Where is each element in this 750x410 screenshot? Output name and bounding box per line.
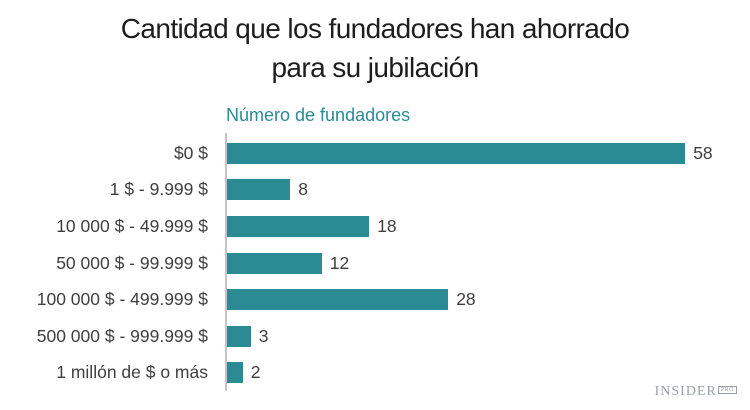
value-label: 3 bbox=[258, 325, 269, 346]
bar-area: 3 bbox=[227, 325, 750, 347]
chart-row: 10 000 $ - 49.999 $ 18 bbox=[0, 208, 750, 245]
chart-title-line1: Cantidad que los fundadores han ahorrado bbox=[120, 13, 630, 44]
value-label: 12 bbox=[329, 252, 350, 273]
value-label: 58 bbox=[693, 142, 713, 163]
category-label: 100 000 $ - 499.999 $ bbox=[36, 289, 208, 310]
chart-row: 1 $ - 9.999 $ 8 bbox=[0, 172, 750, 209]
chart-title-line2: para su jubilación bbox=[271, 52, 479, 83]
bar-rows: $0 $58 1 $ - 9.999 $8 10 000 $ - 49.999 $1… bbox=[0, 135, 750, 391]
category-label: 500 000 $ - 999.999 $ bbox=[36, 325, 208, 346]
category-label: 1 millón de $ o más bbox=[56, 362, 208, 383]
chart-row: 1 millón de $ o más 2 bbox=[0, 355, 750, 392]
value-label: 28 bbox=[456, 289, 476, 310]
value-label: 18 bbox=[377, 215, 397, 236]
bar bbox=[227, 179, 291, 201]
value-label: 8 bbox=[298, 179, 308, 200]
value-label: 2 bbox=[250, 362, 261, 383]
category-label: $0 $ bbox=[173, 142, 208, 163]
chart-row: 100 000 $ - 499.999 $ 28 bbox=[0, 281, 750, 318]
y-axis-line bbox=[225, 133, 227, 391]
bar-area: 28 bbox=[227, 289, 750, 311]
category-label: 1 $ - 9.999 $ bbox=[109, 179, 208, 200]
insider-pro-logo: INSIDER PRO bbox=[655, 382, 737, 400]
bar-area: 8 bbox=[227, 179, 750, 201]
bar-area: 12 bbox=[227, 252, 750, 274]
chart-title: Cantidad que los fundadores han ahorrado… bbox=[0, 9, 750, 87]
axis-title: Número de fundadores bbox=[226, 105, 411, 125]
bar-area: 2 bbox=[227, 362, 750, 384]
chart-row: 50 000 $ - 99.999 $ 12 bbox=[0, 245, 750, 282]
bar bbox=[227, 142, 686, 164]
category-label: 50 000 $ - 99.999 $ bbox=[56, 252, 208, 273]
bar bbox=[227, 325, 251, 347]
bar bbox=[227, 252, 322, 274]
logo-text: INSIDER bbox=[654, 384, 717, 399]
bar bbox=[227, 215, 370, 237]
bar-area: 18 bbox=[227, 215, 750, 237]
chart-row: $0 $ 58 bbox=[0, 135, 750, 172]
chart-row: 500 000 $ - 999.999 $ 3 bbox=[0, 318, 750, 355]
category-label: 10 000 $ - 49.999 $ bbox=[56, 215, 208, 236]
bar bbox=[227, 289, 449, 311]
bar-area: 58 bbox=[227, 142, 750, 164]
logo-pro-badge: PRO bbox=[717, 386, 737, 394]
bar bbox=[227, 362, 243, 384]
